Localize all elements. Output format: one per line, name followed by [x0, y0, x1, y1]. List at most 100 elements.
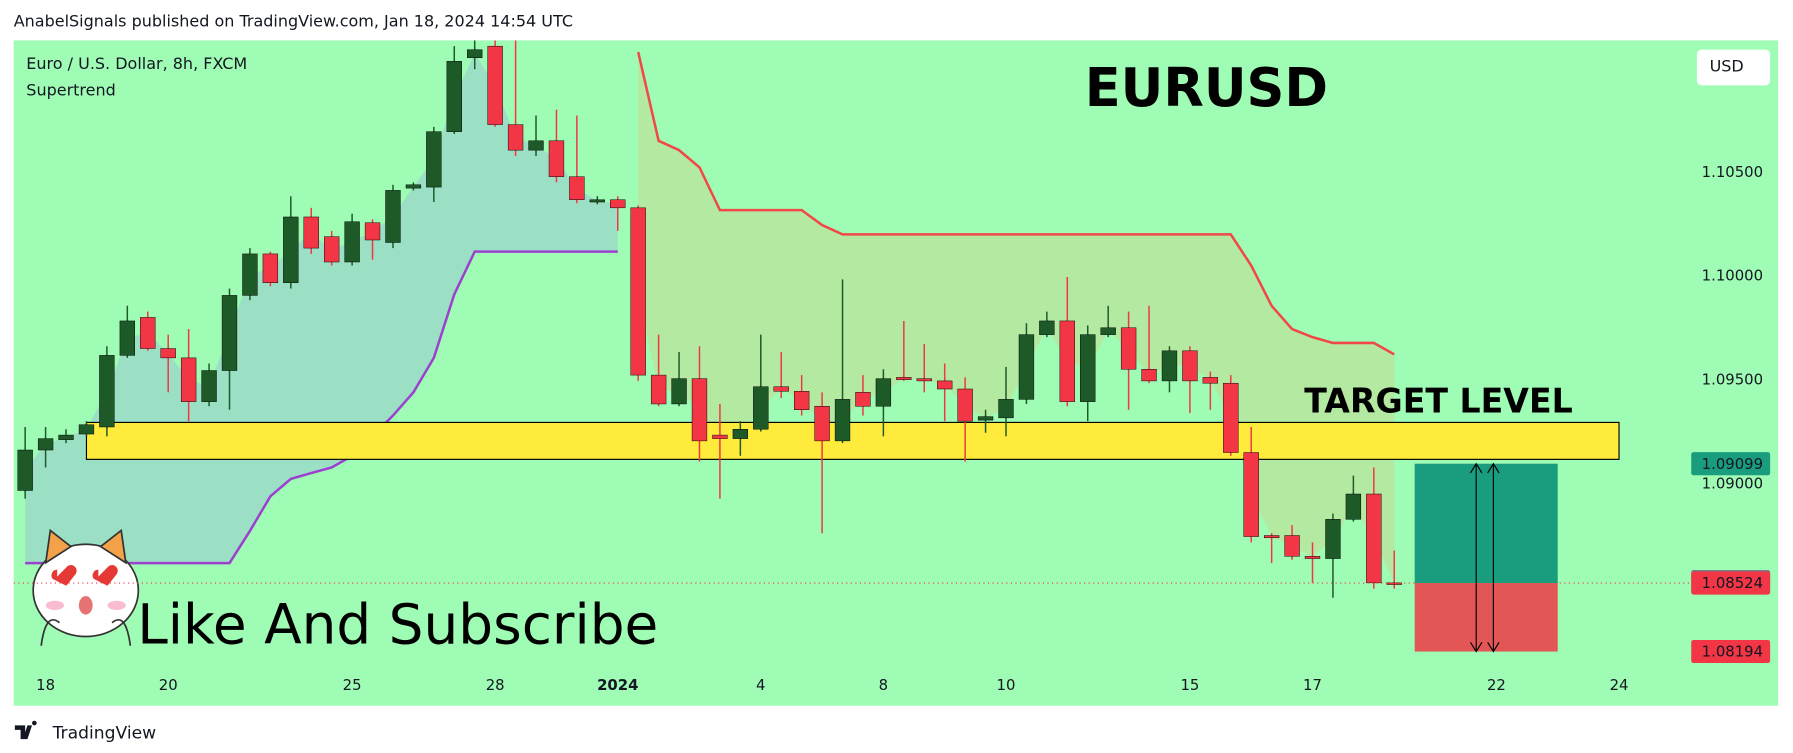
candle-body: [242, 253, 258, 296]
candle-body: [937, 380, 953, 390]
price-label-box: [1691, 639, 1771, 664]
footer-logo: [14, 720, 37, 740]
annotation: Like And Subscribe: [137, 592, 658, 656]
candle-body: [99, 355, 115, 428]
candle-body: [1386, 582, 1402, 585]
candle-body: [1284, 535, 1300, 557]
position-arrow: [1469, 462, 1483, 653]
x-tick-label: 28: [486, 676, 505, 694]
candle-body: [1243, 452, 1259, 537]
price-label-box: [1691, 452, 1771, 476]
candle-body: [896, 377, 912, 380]
candle-body: [201, 370, 217, 402]
candle-body: [998, 399, 1014, 419]
candle-body: [1202, 377, 1219, 384]
candle-body: [1304, 556, 1321, 559]
candle-body: [364, 222, 381, 241]
currency-label: USD: [1710, 56, 1744, 75]
candle-body: [528, 140, 544, 151]
y-tick-label: 1.10000: [1702, 267, 1763, 285]
candle-body: [140, 317, 156, 349]
candle-body: [916, 378, 932, 382]
candle-body: [1223, 382, 1239, 453]
candle-body: [405, 184, 422, 189]
candle-body: [569, 176, 585, 200]
header: AnabelSignals published on TradingView.c…: [14, 11, 573, 30]
candle-body: [221, 295, 238, 371]
x-tick-label: 22: [1487, 676, 1506, 694]
currency-box: [1696, 49, 1771, 86]
x-tick-label: 8: [879, 676, 888, 694]
x-tick-label: 25: [343, 676, 362, 694]
candle-body: [1059, 320, 1075, 402]
target-zone: [85, 421, 1620, 460]
candle-body: [712, 434, 728, 439]
candle-body: [1141, 369, 1157, 382]
candle-body: [834, 399, 851, 442]
candle-body: [487, 45, 503, 125]
candle-body: [1345, 493, 1362, 520]
candle-body: [1182, 350, 1198, 382]
candle-body: [344, 221, 360, 263]
candle-body: [589, 199, 605, 203]
candle-body: [507, 124, 524, 151]
candle-body: [160, 348, 176, 359]
candle-body: [1263, 535, 1280, 539]
candle-body: [324, 236, 340, 263]
candle-body: [426, 131, 442, 188]
supertrend-fill: [638, 51, 1395, 583]
x-tick-label: 20: [159, 676, 178, 694]
candle-body: [671, 378, 687, 405]
candle-body: [855, 392, 871, 407]
candle-body: [753, 386, 769, 430]
candle-body: [1018, 334, 1035, 400]
position-arrow: [1487, 462, 1500, 653]
symbol-label: Euro / U.S. Dollar, 8h, FXCM: [26, 54, 247, 73]
candle-body: [1120, 327, 1137, 370]
x-tick-label: 24: [1610, 676, 1629, 694]
footer: TradingView: [52, 723, 157, 743]
chart-title: EURUSD: [1085, 58, 1328, 119]
zone-label: TARGET LEVEL: [1304, 381, 1572, 420]
y-tick-label: 1.10500: [1702, 163, 1763, 181]
price-label-box: [1691, 571, 1771, 595]
candle-body: [385, 190, 401, 243]
candle-body: [1100, 327, 1116, 335]
candle-body: [1161, 350, 1178, 382]
candle-body: [78, 424, 95, 435]
x-tick-label: 17: [1303, 676, 1322, 694]
price-label: 1.08194: [1702, 643, 1763, 661]
candle-body: [773, 386, 789, 392]
price-label: 1.08524: [1702, 574, 1763, 592]
x-tick-label: 15: [1180, 676, 1199, 694]
x-tick-label: 18: [36, 676, 55, 694]
cat-sticker: [32, 528, 140, 646]
candle-body: [977, 416, 994, 421]
plot-area: [17, 40, 1620, 598]
candle-body: [283, 216, 299, 283]
candle-body: [467, 49, 483, 59]
candle-body: [58, 434, 74, 440]
candle-body: [957, 388, 973, 422]
position-profit: [1414, 463, 1558, 584]
candle-body: [793, 391, 810, 410]
candle-body: [303, 216, 319, 249]
position-loss: [1414, 583, 1558, 652]
y-tick-label: 1.09500: [1702, 370, 1763, 388]
supertrend-line: [636, 51, 1395, 356]
candle-body: [1325, 519, 1341, 559]
candle-body: [814, 405, 830, 442]
indicator-label: Supertrend: [26, 81, 115, 100]
x-tick-label: 4: [756, 676, 765, 694]
candle-body: [650, 374, 667, 405]
candle-body: [630, 207, 646, 376]
candle-body: [1080, 334, 1096, 402]
candle-body: [37, 438, 54, 451]
x-tick-label: 2024: [597, 676, 638, 694]
candle-body: [548, 140, 565, 177]
candle-body: [1039, 320, 1055, 335]
x-tick-label: 10: [997, 676, 1016, 694]
candle-body: [262, 253, 279, 283]
